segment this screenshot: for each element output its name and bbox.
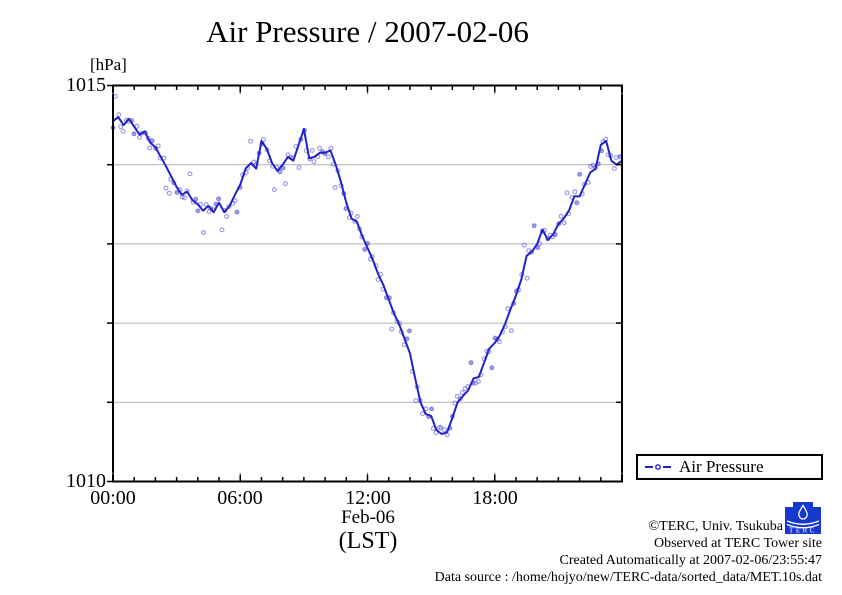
x-tick-label-1200: 12:00 xyxy=(345,487,391,509)
y-tick-label-1015: 1015 xyxy=(66,74,106,96)
x-tick-label-1800: 18:00 xyxy=(472,487,518,509)
plot-frame xyxy=(112,84,623,483)
data-source-path-text: Data source : /home/hojyo/new/TERC-data/… xyxy=(434,570,822,585)
air-pressure-line xyxy=(112,116,623,435)
y-tick-label-1010: 1010 xyxy=(66,470,106,492)
legend-box: Air Pressure xyxy=(636,454,823,480)
legend-label: Air Pressure xyxy=(679,457,764,476)
terc-logo-icon: TERC xyxy=(785,502,821,534)
svg-text:TERC: TERC xyxy=(789,527,817,535)
copyright-text: ©TERC, Univ. Tsukuba xyxy=(648,519,784,534)
observed-site-text: Observed at TERC Tower site xyxy=(653,536,822,551)
x-tick-label-0600: 06:00 xyxy=(217,487,263,509)
x-axis-timezone-label: (LST) xyxy=(338,528,398,554)
y-axis-unit-label: [hPa] xyxy=(90,55,127,74)
chart-title: Air Pressure / 2007-02-06 xyxy=(206,14,529,49)
legend-line-sample-icon xyxy=(645,464,671,470)
created-timestamp-text: Created Automatically at 2007-02-06/23:5… xyxy=(559,553,822,568)
x-axis-date-label: Feb-06 xyxy=(341,507,395,528)
x-tick-label-0000: 00:00 xyxy=(90,487,136,509)
scatter-markers xyxy=(110,93,623,438)
